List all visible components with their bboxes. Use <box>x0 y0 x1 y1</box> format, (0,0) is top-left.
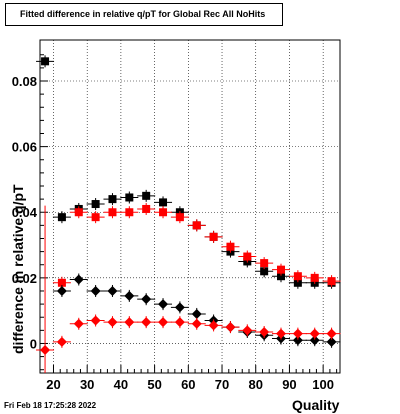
data-point-diamond-3 <box>276 328 287 339</box>
chart-title: Fitted difference in relative q/pT for G… <box>5 3 283 26</box>
data-point-square-1 <box>260 259 269 268</box>
data-point-square-0 <box>277 272 286 281</box>
data-point-square-1 <box>277 265 286 274</box>
x-tick-label: 80 <box>248 377 262 392</box>
data-point-square-1 <box>310 273 319 282</box>
x-tick-label: 30 <box>80 377 94 392</box>
x-tick-label: 90 <box>282 377 296 392</box>
data-point-diamond-2 <box>124 290 135 301</box>
data-point-diamond-3 <box>107 317 118 328</box>
data-point-diamond-2 <box>174 302 185 313</box>
data-point-square-0 <box>260 267 269 276</box>
chart-title-text: Fitted difference in relative q/pT for G… <box>20 9 266 19</box>
data-point-diamond-3 <box>73 318 84 329</box>
data-point-diamond-2 <box>73 274 84 285</box>
data-point-diamond-3 <box>259 326 270 337</box>
data-point-square-0 <box>142 191 151 200</box>
data-point-square-1 <box>91 213 100 222</box>
y-tick-label: 0.04 <box>12 205 38 220</box>
data-point-square-1 <box>57 278 66 287</box>
data-point-square-1 <box>175 213 184 222</box>
y-tick-label: 0.06 <box>12 140 37 155</box>
data-point-square-1 <box>159 208 168 217</box>
data-point-square-0 <box>125 193 134 202</box>
data-point-square-0 <box>108 195 117 204</box>
y-tick-label: 0.02 <box>12 271 37 286</box>
data-point-diamond-3 <box>124 317 135 328</box>
data-point-diamond-3 <box>208 320 219 331</box>
x-axis-label: Quality <box>292 397 340 413</box>
y-axis-label: difference in relative q/pT <box>10 184 26 354</box>
data-point-diamond-3 <box>141 317 152 328</box>
data-point-square-0 <box>41 57 50 66</box>
data-point-square-1 <box>108 208 117 217</box>
data-point-square-1 <box>74 208 83 217</box>
data-point-diamond-2 <box>107 285 118 296</box>
data-point-diamond-2 <box>141 294 152 305</box>
data-point-diamond-2 <box>191 308 202 319</box>
x-tick-label: 50 <box>147 377 161 392</box>
data-point-square-1 <box>293 272 302 281</box>
data-point-square-1 <box>327 277 336 286</box>
x-tick-label: 100 <box>312 377 334 392</box>
x-tick-label: 40 <box>114 377 128 392</box>
data-point-diamond-2 <box>56 285 67 296</box>
data-point-square-0 <box>91 200 100 209</box>
data-point-diamond-2 <box>90 285 101 296</box>
data-point-square-1 <box>226 242 235 251</box>
timestamp-footer: Fri Feb 18 17:25:28 2022 <box>4 401 97 410</box>
data-point-diamond-2 <box>158 299 169 310</box>
data-point-diamond-3 <box>242 325 253 336</box>
data-point-diamond-3 <box>158 317 169 328</box>
data-point-diamond-2 <box>309 335 320 346</box>
x-tick-label: 70 <box>215 377 229 392</box>
data-point-diamond-3 <box>174 317 185 328</box>
data-point-square-1 <box>142 204 151 213</box>
data-point-diamond-3 <box>90 315 101 326</box>
data-point-square-1 <box>209 232 218 241</box>
data-point-diamond-3 <box>309 328 320 339</box>
data-point-square-1 <box>192 221 201 230</box>
y-tick-label: 0.08 <box>12 74 37 89</box>
data-point-square-1 <box>243 252 252 261</box>
data-point-square-0 <box>159 198 168 207</box>
data-point-diamond-3 <box>292 328 303 339</box>
data-point-square-0 <box>57 213 66 222</box>
data-point-diamond-3 <box>225 322 236 333</box>
data-point-diamond-2 <box>292 335 303 346</box>
x-tick-label: 20 <box>46 377 60 392</box>
data-point-diamond-3 <box>326 328 337 339</box>
x-tick-label: 60 <box>181 377 195 392</box>
y-tick-label: 0 <box>30 336 37 351</box>
data-point-diamond-3 <box>56 336 67 347</box>
data-point-diamond-3 <box>191 318 202 329</box>
plot-frame <box>39 39 341 374</box>
data-point-diamond-2 <box>326 336 337 347</box>
data-point-square-1 <box>125 208 134 217</box>
data-point-square-0 <box>293 278 302 287</box>
